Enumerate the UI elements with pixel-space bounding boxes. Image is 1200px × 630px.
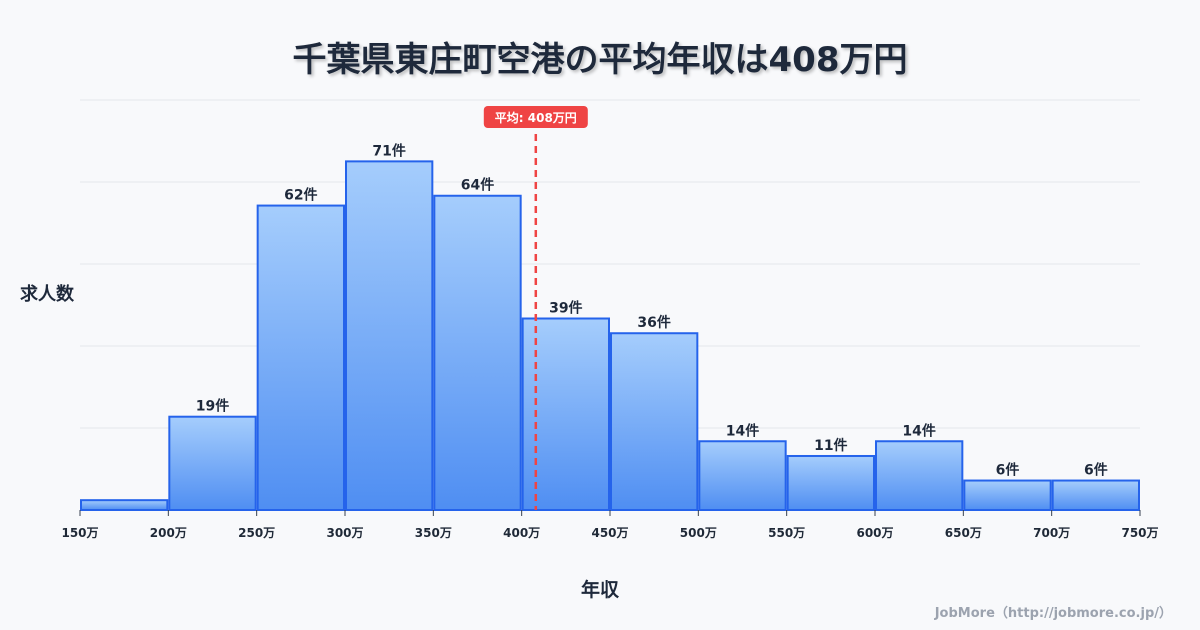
histogram-bar [80,499,169,511]
histogram-bar [610,332,699,511]
bar-data-label: 14件 [902,422,935,439]
bar-data-label: 14件 [726,422,759,439]
histogram-bar [345,160,434,511]
histogram-bar [256,204,345,512]
histogram-bar [875,440,964,511]
x-tick-label: 250万 [238,526,275,540]
x-tick-label: 400万 [503,526,540,540]
mean-badge [483,106,588,128]
histogram-bar [433,194,522,511]
histogram-bar [521,317,611,511]
bar-data-label: 36件 [637,314,670,331]
chart-title: 千葉県東庄町空港の平均年収は408万円 [292,40,908,80]
x-tick-label: 350万 [415,526,452,540]
histogram-bar [963,479,1052,511]
y-axis-label: 求人数 [20,284,74,305]
footer-credit: JobMore（http://jobmore.co.jp/） [934,606,1172,621]
x-tick-label: 550万 [768,526,805,540]
bar-data-label: 6件 [996,462,1020,479]
histogram-bar [698,440,787,511]
x-tick-label: 650万 [945,526,982,540]
x-tick-label: 750万 [1121,526,1158,540]
x-tick-label: 700万 [1033,526,1070,540]
mean-label: 平均: 408万円 [495,110,577,125]
histogram-bar [168,415,257,511]
bar-data-label: 39件 [549,300,582,317]
x-tick-label: 200万 [150,526,187,540]
bar-data-label: 19件 [196,398,229,415]
x-tick-label: 300万 [326,526,363,540]
bar-data-label: 62件 [284,187,317,204]
bar-data-label: 64件 [461,177,494,194]
bar-data-label: 6件 [1084,462,1108,479]
histogram-bar [786,454,876,512]
x-tick-label: 450万 [591,526,628,540]
x-tick-label: 600万 [856,526,893,540]
x-tick-label: 500万 [680,526,717,540]
x-axis-label: 年収 [580,579,619,601]
x-tick-label: 150万 [61,526,98,540]
histogram-bar [1051,479,1140,511]
bar-data-label: 71件 [372,142,405,159]
bar-data-label: 11件 [814,437,847,454]
